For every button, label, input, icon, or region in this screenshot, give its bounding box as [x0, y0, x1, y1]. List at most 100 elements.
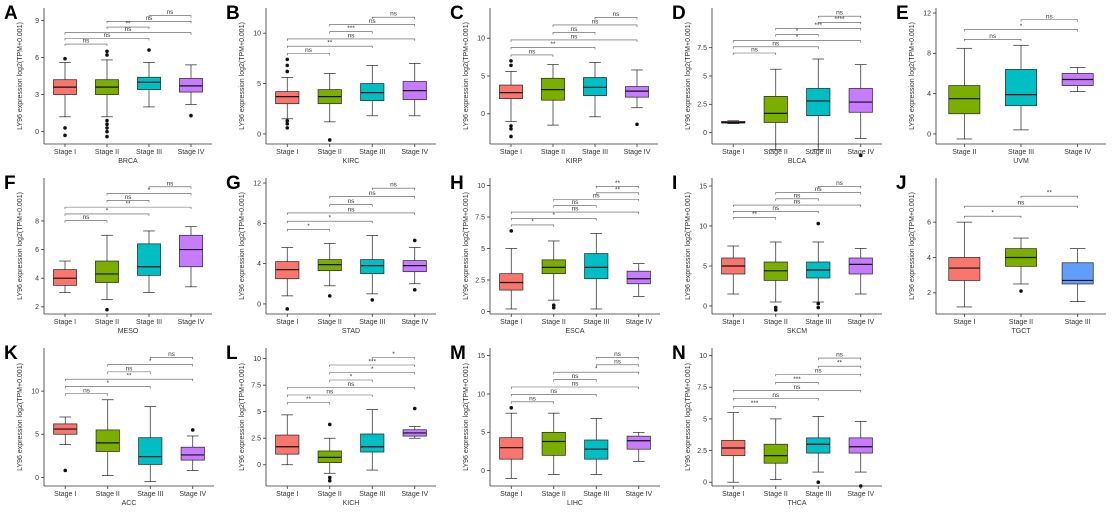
significance-bracket: ns — [64, 38, 108, 47]
x-tick-label: Stage I — [54, 491, 76, 498]
outlier-point — [509, 124, 513, 128]
significance-bracket: ns — [329, 190, 416, 199]
x-axis-label: LIHC — [567, 500, 583, 507]
bracket-line — [732, 406, 777, 409]
y-tick-label: 0 — [257, 462, 261, 469]
outlier-point — [327, 422, 332, 427]
bracket-label: ns — [369, 18, 377, 25]
box-stage-i — [721, 245, 746, 295]
significance-bracket: ns — [64, 214, 108, 223]
significance-bracket: ns — [964, 200, 1078, 209]
significance-bracket: ** — [64, 373, 194, 382]
outlier-point — [63, 56, 67, 61]
bracket-line — [964, 29, 1078, 32]
box-iqr — [499, 273, 524, 291]
bracket-label: ns — [794, 192, 802, 199]
x-axis-label: KIRC — [343, 158, 360, 165]
significance-bracket: ns — [148, 180, 192, 189]
significance-bracket: ns — [64, 32, 150, 41]
bracket-label: ns — [1018, 200, 1026, 207]
box-stage-ii — [948, 47, 981, 140]
bracket-line — [510, 39, 638, 42]
box-stage-iii — [138, 406, 163, 483]
x-tick-label: Stage I — [500, 491, 522, 498]
bracket-line — [510, 386, 640, 389]
box-stage-iii — [1061, 248, 1094, 302]
significance-bracket: ns — [817, 180, 862, 189]
outlier-point — [816, 305, 821, 310]
y-tick-label: 4 — [257, 261, 261, 268]
box-stage-iii — [584, 233, 609, 310]
box-stage-iv — [1061, 67, 1094, 92]
x-tick-label: Stage IV — [401, 149, 428, 156]
y-axis-label: LY96 expression log2(TPM+0.001) — [239, 22, 246, 130]
bracket-label: ns — [167, 9, 175, 16]
outlier-point — [509, 229, 514, 233]
box-iqr — [948, 85, 981, 115]
bracket-line — [286, 212, 416, 215]
outlier-point — [412, 406, 417, 411]
bracket-label: ns — [125, 194, 133, 201]
y-tick-label: 8 — [35, 218, 39, 225]
x-tick-label: Stage IV — [178, 319, 205, 326]
bracket-line — [329, 204, 373, 207]
box-stage-ii — [763, 241, 788, 312]
significance-bracket: ns — [552, 18, 638, 27]
bracket-line — [732, 211, 819, 214]
significance-bracket: * — [286, 215, 373, 224]
outlier-point — [816, 221, 821, 226]
y-axis-label: LY96 expression log2(TPM+0.001) — [909, 192, 916, 300]
y-tick-label: 2.5 — [697, 102, 707, 109]
bracket-line — [817, 365, 862, 369]
bracket-label: ns — [348, 381, 356, 388]
x-tick-label: Stage II — [764, 149, 788, 156]
bracket-line — [329, 196, 416, 199]
outlier-point — [285, 63, 290, 68]
significance-bracket: ns — [817, 352, 862, 361]
significance-bracket: ns — [510, 48, 554, 57]
bracket-label: ns — [572, 373, 580, 380]
significance-bracket: ns — [148, 9, 192, 18]
x-tick-label: Stage II — [95, 319, 119, 326]
outlier-point — [773, 305, 778, 310]
bracket-line — [595, 364, 640, 367]
bracket-label: ns — [369, 190, 377, 197]
outlier-point — [816, 480, 821, 485]
box-iqr — [583, 77, 607, 96]
bracket-line — [106, 200, 150, 203]
y-tick-label: 5 — [481, 246, 485, 253]
significance-bracket: * — [106, 187, 192, 196]
x-tick-label: Stage III — [136, 319, 162, 326]
bracket-label: ** — [615, 180, 621, 187]
bracket-line — [775, 192, 862, 195]
box-stage-iv — [180, 428, 205, 471]
bracket-label: ns — [126, 365, 134, 372]
x-tick-label: Stage II — [542, 491, 566, 498]
bracket-label: * — [148, 187, 151, 194]
significance-bracket: * — [107, 358, 194, 367]
x-tick-label: Stage I — [276, 149, 298, 156]
box-stage-iv — [625, 69, 649, 127]
x-tick-label: Stage I — [500, 319, 522, 326]
outlier-point — [327, 138, 332, 142]
bracket-label: ** — [1047, 190, 1053, 197]
outlier-point — [105, 118, 109, 123]
significance-bracket: * — [964, 210, 1022, 219]
bracket-line — [510, 54, 554, 57]
significance-bracket: *** — [775, 22, 862, 31]
significance-bracket: ns — [553, 199, 597, 208]
box-iqr — [360, 433, 385, 453]
y-axis-label: LY96 expression log2(TPM+0.001) — [239, 363, 246, 471]
bracket-label: ns — [815, 368, 823, 375]
bracket-line — [286, 220, 373, 224]
bracket-line — [107, 364, 194, 367]
outlier-point — [509, 59, 513, 63]
box-stage-iii — [806, 58, 831, 151]
box-stage-ii — [317, 422, 342, 483]
y-tick-label: 10 — [699, 353, 707, 360]
significance-bracket: ns — [329, 198, 373, 207]
